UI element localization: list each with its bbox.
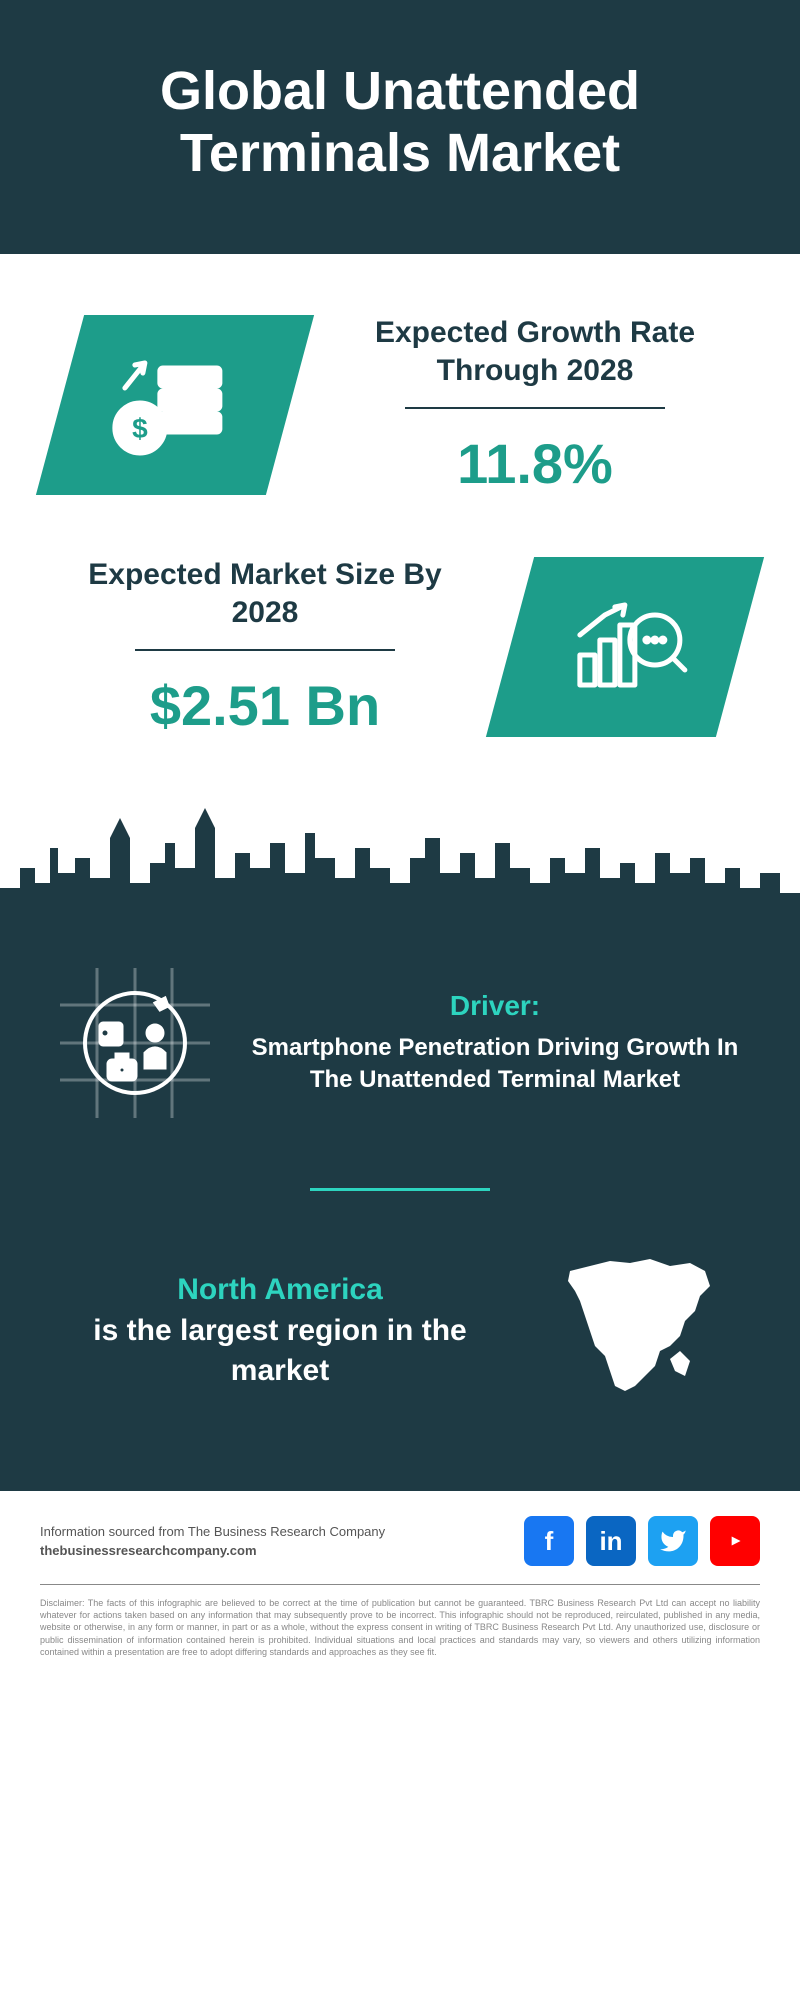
business-network-icon	[60, 968, 210, 1118]
driver-description: Smartphone Penetration Driving Growth In…	[250, 1032, 740, 1097]
stat-market-size: Expected Market Size By 2028 $2.51 Bn	[60, 526, 740, 768]
chart-analysis-icon	[486, 557, 764, 737]
stat-label: Expected Market Size By 2028	[60, 556, 470, 631]
svg-text:$: $	[132, 413, 148, 444]
coins-growth-icon: $	[36, 315, 314, 495]
facebook-icon[interactable]: f	[524, 1516, 574, 1566]
stats-section: $ Expected Growth Rate Through 2028 11.8…	[0, 254, 800, 798]
youtube-icon[interactable]	[710, 1516, 760, 1566]
driver-label: Driver:	[250, 990, 740, 1022]
driver-row: Driver: Smartphone Penetration Driving G…	[60, 948, 740, 1158]
divider	[135, 649, 395, 651]
footer: Information sourced from The Business Re…	[0, 1491, 800, 1678]
linkedin-icon[interactable]: in	[586, 1516, 636, 1566]
disclaimer-text: Disclaimer: The facts of this infographi…	[40, 1585, 760, 1658]
stat-value: $2.51 Bn	[60, 673, 470, 738]
dark-section: Driver: Smartphone Penetration Driving G…	[0, 928, 800, 1491]
page-title: Global Unattended Terminals Market	[40, 60, 760, 184]
twitter-icon[interactable]	[648, 1516, 698, 1566]
region-row: North America is the largest region in t…	[60, 1241, 740, 1421]
stat-value: 11.8%	[330, 431, 740, 496]
social-icons: f in	[524, 1516, 760, 1566]
north-america-map-icon	[540, 1251, 740, 1411]
footer-info: Information sourced from The Business Re…	[40, 1522, 385, 1561]
skyline-graphic	[0, 798, 800, 928]
section-divider	[310, 1188, 490, 1191]
stat-growth-rate: $ Expected Growth Rate Through 2028 11.8…	[60, 284, 740, 526]
divider	[405, 407, 665, 409]
stat-label: Expected Growth Rate Through 2028	[330, 314, 740, 389]
region-text: North America is the largest region in t…	[60, 1270, 500, 1392]
header: Global Unattended Terminals Market	[0, 0, 800, 254]
region-highlight: North America	[177, 1273, 383, 1306]
